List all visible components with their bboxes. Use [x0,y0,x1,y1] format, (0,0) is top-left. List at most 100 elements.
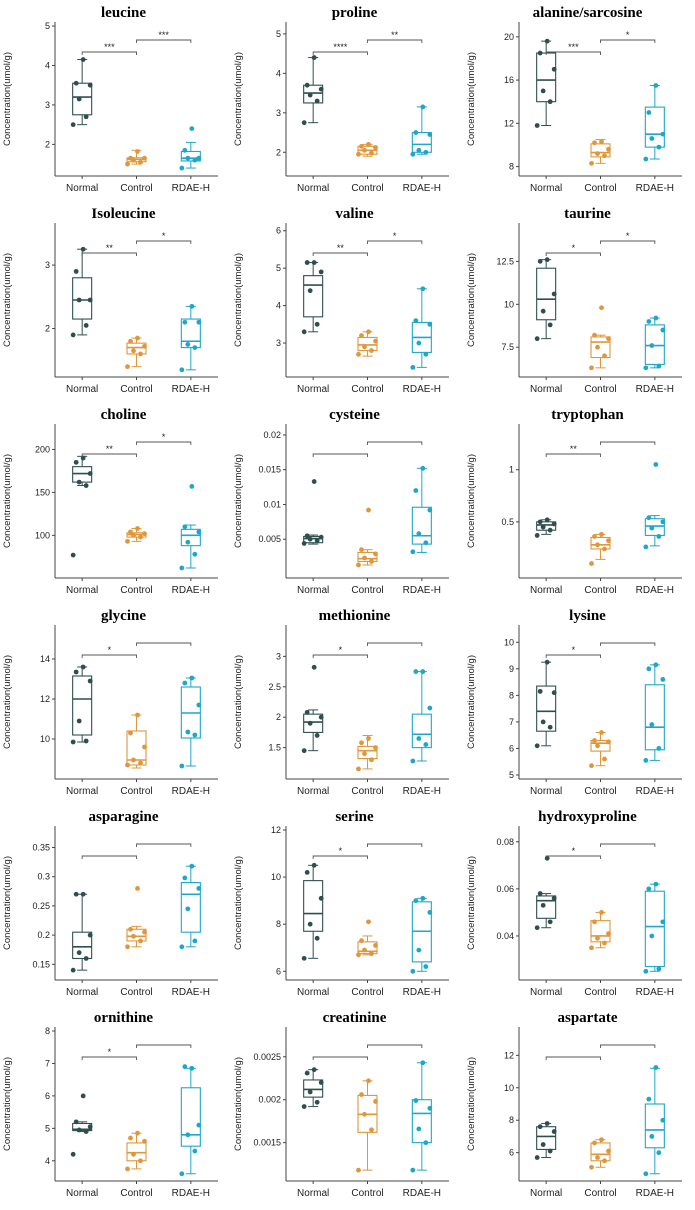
data-point [547,919,553,925]
data-point [311,664,317,670]
data-point [656,1150,662,1156]
data-point [304,1070,310,1076]
data-point [643,156,649,162]
y-tick-label: 8 [276,919,281,929]
panel-title: aspartate [558,1010,618,1026]
data-point [544,257,550,263]
box-control [590,536,611,550]
y-tick-label: 12 [271,825,281,835]
data-point [83,1129,89,1134]
data-point [423,149,429,155]
data-point [314,733,320,738]
data-point [73,1119,79,1125]
panel-title: leucine [101,5,146,21]
significance-label: ** [391,30,399,40]
data-point [83,956,89,961]
significance-bracket [545,252,601,256]
significance-bracket [545,51,601,55]
panel-isoleucine: Isoleucine Concentration(umol/g) 2 3 Normal C… [0,203,231,404]
panel-plot: creatinine Concentration(umol/g) 0.0015 0.0… [233,1010,449,1199]
data-point [653,315,659,321]
box-control [590,739,611,752]
data-point [420,465,426,471]
data-point [80,891,86,897]
data-point [646,110,652,115]
data-point [599,1137,604,1143]
data-point [142,744,147,750]
data-point [182,1064,188,1070]
y-tick-label: 3 [276,651,281,661]
panel-glycine: glycine Concentration(umol/g) 10 12 14 Normal… [0,605,231,806]
x-tick-label: Control [120,384,152,395]
data-point [547,724,553,730]
data-point [410,758,416,764]
panel-plot: taurine Concentration(umol/g) 7.5 10 12.5 Nor… [466,206,682,395]
panel-tryptophan: tryptophan Concentration(umol/g) 0.5 1 Norma… [464,404,695,605]
data-point [540,902,546,908]
data-point [537,688,543,694]
box-rdae-h [411,713,432,749]
data-point [646,319,652,324]
significance-bracket [136,441,192,445]
y-axis-label: Concentration(umol/g) [466,655,477,749]
y-tick-label: 5 [276,29,281,39]
panel-plot: hydroxyproline Concentration(umol/g) 0.04 0… [466,809,682,998]
data-point [602,756,607,762]
y-axis-label: Concentration(umol/g) [233,655,244,749]
y-axis-label: Concentration(umol/g) [233,454,244,548]
data-point [135,526,140,531]
y-tick-label: 16 [504,75,514,85]
x-tick-label: Control [584,183,616,194]
x-tick-label: RDAE-H [403,786,441,797]
y-tick-label: 8 [45,1026,50,1036]
y-axis-label: Concentration(umol/g) [233,52,244,146]
x-tick-label: Control [351,585,383,596]
data-point [653,83,659,88]
x-tick-label: Normal [530,384,562,395]
data-point [192,938,198,944]
significance-bracket [545,654,601,658]
data-point [595,542,600,548]
y-axis-label: Concentration(umol/g) [466,1057,477,1151]
y-tick-label: 0.5 [501,517,514,527]
y-tick-label: 0.02 [263,430,281,440]
panel-title: tryptophan [551,407,624,423]
data-point [540,88,546,94]
data-point [410,364,416,370]
data-point [135,1130,140,1136]
box-rdae-h [180,150,201,162]
data-point [551,895,557,901]
data-point [70,1151,76,1157]
significance-bracket [367,240,423,244]
panel-lysine: lysine Concentration(umol/g) 5 6 7 8 9 10 Normal… [464,605,695,806]
y-tick-label: 5 [276,263,281,273]
y-tick-label: 0.08 [496,837,514,847]
data-point [179,763,185,769]
data-point [138,159,143,165]
data-point [544,517,550,523]
y-tick-label: 150 [35,487,50,497]
x-tick-label: Normal [530,1188,562,1199]
data-point [649,722,655,727]
data-point [544,659,550,665]
data-point [135,335,140,341]
data-point [649,1134,655,1139]
x-tick-label: Control [120,786,152,797]
x-tick-label: RDAE-H [636,987,674,998]
data-point [182,319,188,325]
data-point [192,732,198,738]
x-tick-label: Normal [297,786,329,797]
data-point [356,1167,361,1173]
x-tick-label: Normal [530,786,562,797]
data-point [128,1135,133,1141]
y-tick-label: 7 [509,717,514,727]
data-point [602,1158,607,1164]
data-point [131,1151,136,1157]
x-tick-label: Normal [530,987,562,998]
data-point [196,702,202,708]
data-point [304,82,310,88]
data-point [646,515,652,521]
data-point [307,536,313,542]
box-rdae-h [411,1099,432,1144]
panel-taurine: taurine Concentration(umol/g) 7.5 10 12.5 Nor… [464,203,695,404]
